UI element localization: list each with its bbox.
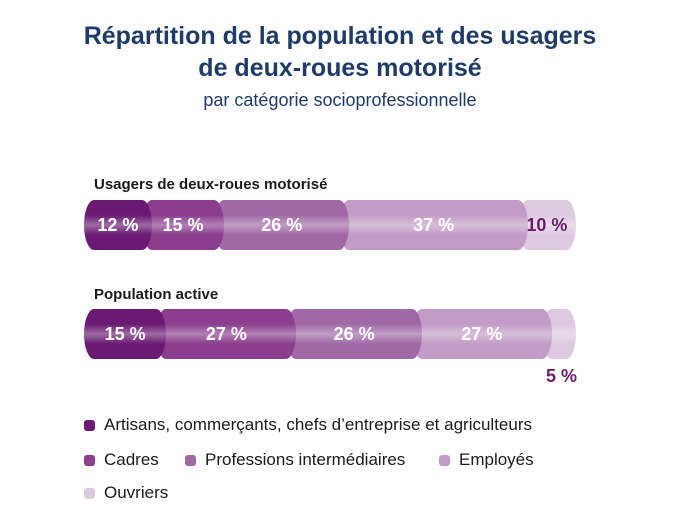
legend-swatch-employes [439,454,450,466]
data-label-usagers-cadres: 15 % [162,215,204,235]
legend-item-employes: Employés [439,450,534,470]
data-label-population-artisans: 15 % [104,324,146,344]
legend-label-cadres: Cadres [104,450,159,469]
legend-item-professions: Professions intermédiaires [185,450,405,470]
bar-segment-usagers-cadres: 15 % [141,200,225,250]
data-label-usagers-ouvriers: 10 % [526,215,568,235]
legend-swatch-cadres [84,454,95,466]
legend-label-ouvriers: Ouvriers [104,483,169,502]
bar-segment-usagers-ouvriers: 10 % [517,200,576,250]
chart-subtitle: par catégorie socioprofessionnelle [203,90,477,110]
bar-population: 15 % 27 % 26 % 27 % [84,309,578,359]
chart-title-line-2: de deux-roues motorisé [198,54,482,82]
bar-segment-usagers-employes: 37 % [339,200,528,250]
legend-label-professions: Professions intermédiaires [205,450,406,469]
legend-item-artisans: Artisans, commerçants, chefs d’entrepris… [84,415,532,435]
legend-label-artisans: Artisans, commerçants, chefs d’entrepris… [104,415,533,434]
legend-label-employes: Employés [459,450,534,469]
data-label-usagers-artisans: 12 % [97,215,139,235]
legend-swatch-artisans [84,419,95,431]
category-label-usagers: Usagers de deux-roues motorisé [94,176,328,193]
bar-segment-population-professions: 26 % [286,309,422,359]
data-label-population-ouvriers-outside: 5 % [545,366,577,386]
legend-item-ouvriers: Ouvriers [84,483,168,503]
bar-segment-population-artisans: 15 % [84,309,167,359]
chart-title-line-1: Répartition de la population et des usag… [83,22,597,50]
category-label-population: Population active [94,286,219,303]
legend-swatch-professions [185,454,196,466]
bar-segment-usagers-professions: 26 % [214,200,350,250]
data-label-population-employes: 27 % [461,324,503,344]
legend-item-cadres: Cadres [84,450,159,470]
bar-usagers: 12 % 15 % 26 % 37 % 10 % [84,200,578,250]
bar-segment-usagers-artisans: 12 % [84,200,152,250]
legend-swatch-ouvriers [84,487,95,499]
chart-title: Répartition de la population et des usag… [0,20,680,84]
bar-segment-population-employes: 27 % [411,309,552,359]
data-label-population-cadres: 27 % [205,324,247,344]
data-label-usagers-employes: 37 % [413,215,455,235]
data-label-usagers-professions: 26 % [261,215,303,235]
bar-segment-population-cadres: 27 % [156,309,297,359]
data-label-population-professions: 26 % [333,324,375,344]
